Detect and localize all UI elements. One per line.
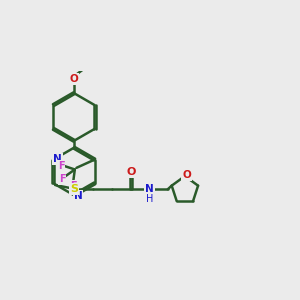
Text: F: F <box>59 174 66 184</box>
Text: S: S <box>70 184 78 194</box>
Text: F: F <box>70 181 76 191</box>
Text: O: O <box>70 74 78 84</box>
Text: N: N <box>145 184 154 194</box>
Text: H: H <box>146 194 153 203</box>
Text: F: F <box>58 160 64 170</box>
Text: O: O <box>127 167 136 177</box>
Text: O: O <box>182 170 191 180</box>
Text: N: N <box>74 191 82 201</box>
Text: N: N <box>53 154 62 164</box>
